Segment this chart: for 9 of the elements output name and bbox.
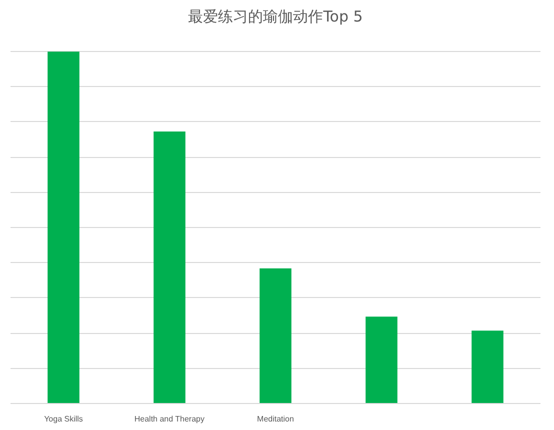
- bar: [154, 131, 186, 404]
- bar: [260, 268, 292, 404]
- bar: [472, 330, 504, 404]
- x-tick-label: Yoga Skills: [44, 414, 83, 424]
- x-tick-label: Meditation: [257, 414, 294, 424]
- bar: [366, 316, 398, 404]
- chart-title: 最爱练习的瑜伽动作Top 5: [188, 8, 363, 26]
- x-tick-label: Health and Therapy: [134, 414, 204, 424]
- bar: [48, 52, 80, 404]
